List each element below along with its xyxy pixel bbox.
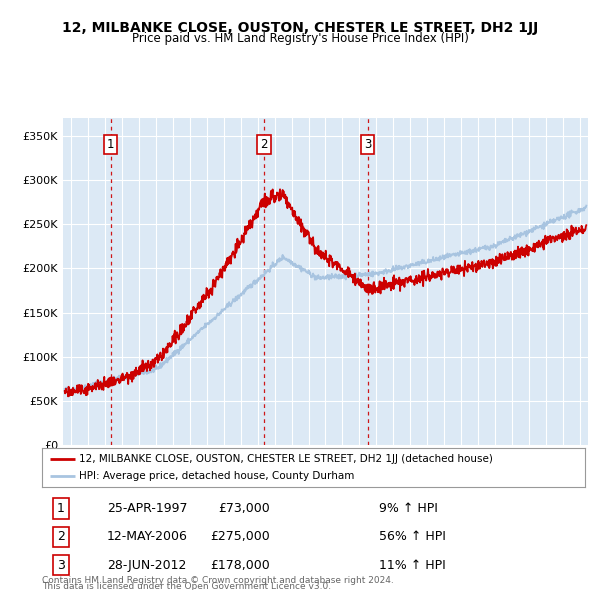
Text: 12-MAY-2006: 12-MAY-2006	[107, 530, 188, 543]
Text: 11% ↑ HPI: 11% ↑ HPI	[379, 559, 445, 572]
Text: 28-JUN-2012: 28-JUN-2012	[107, 559, 187, 572]
Text: 56% ↑ HPI: 56% ↑ HPI	[379, 530, 446, 543]
Text: 25-APR-1997: 25-APR-1997	[107, 502, 188, 515]
Text: £275,000: £275,000	[211, 530, 270, 543]
Text: 3: 3	[364, 138, 371, 151]
Text: 1: 1	[57, 502, 65, 515]
Text: Contains HM Land Registry data © Crown copyright and database right 2024.: Contains HM Land Registry data © Crown c…	[42, 576, 394, 585]
Text: 9% ↑ HPI: 9% ↑ HPI	[379, 502, 437, 515]
Text: 12, MILBANKE CLOSE, OUSTON, CHESTER LE STREET, DH2 1JJ (detached house): 12, MILBANKE CLOSE, OUSTON, CHESTER LE S…	[79, 454, 493, 464]
Text: Price paid vs. HM Land Registry's House Price Index (HPI): Price paid vs. HM Land Registry's House …	[131, 32, 469, 45]
Text: HPI: Average price, detached house, County Durham: HPI: Average price, detached house, Coun…	[79, 471, 354, 481]
Text: 2: 2	[260, 138, 268, 151]
Text: £178,000: £178,000	[211, 559, 270, 572]
Text: 1: 1	[107, 138, 115, 151]
Text: 12, MILBANKE CLOSE, OUSTON, CHESTER LE STREET, DH2 1JJ: 12, MILBANKE CLOSE, OUSTON, CHESTER LE S…	[62, 21, 538, 35]
Text: This data is licensed under the Open Government Licence v3.0.: This data is licensed under the Open Gov…	[42, 582, 331, 590]
Text: 3: 3	[57, 559, 65, 572]
Text: 2: 2	[57, 530, 65, 543]
Text: £73,000: £73,000	[218, 502, 270, 515]
